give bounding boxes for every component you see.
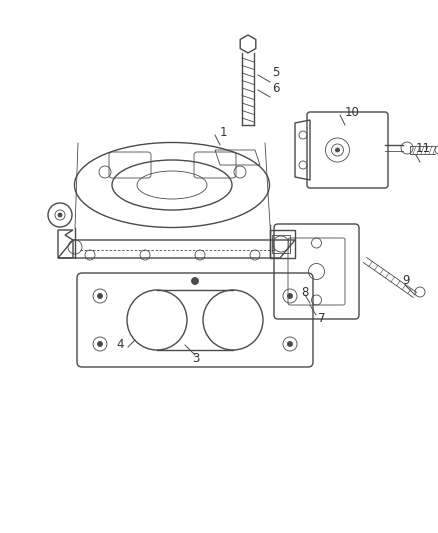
Text: 4: 4 xyxy=(116,338,124,351)
Text: 7: 7 xyxy=(318,311,325,325)
Circle shape xyxy=(287,294,293,298)
Text: 10: 10 xyxy=(345,106,360,118)
Circle shape xyxy=(336,148,339,152)
Text: 9: 9 xyxy=(402,273,410,287)
Circle shape xyxy=(287,342,293,346)
Text: 1: 1 xyxy=(220,125,227,139)
Text: 5: 5 xyxy=(272,67,279,79)
Circle shape xyxy=(58,213,62,217)
Circle shape xyxy=(98,294,102,298)
Text: 6: 6 xyxy=(272,82,279,94)
Text: 11: 11 xyxy=(416,141,431,155)
Text: 8: 8 xyxy=(301,286,309,298)
Circle shape xyxy=(98,342,102,346)
Circle shape xyxy=(191,278,198,285)
Text: 3: 3 xyxy=(192,351,200,365)
